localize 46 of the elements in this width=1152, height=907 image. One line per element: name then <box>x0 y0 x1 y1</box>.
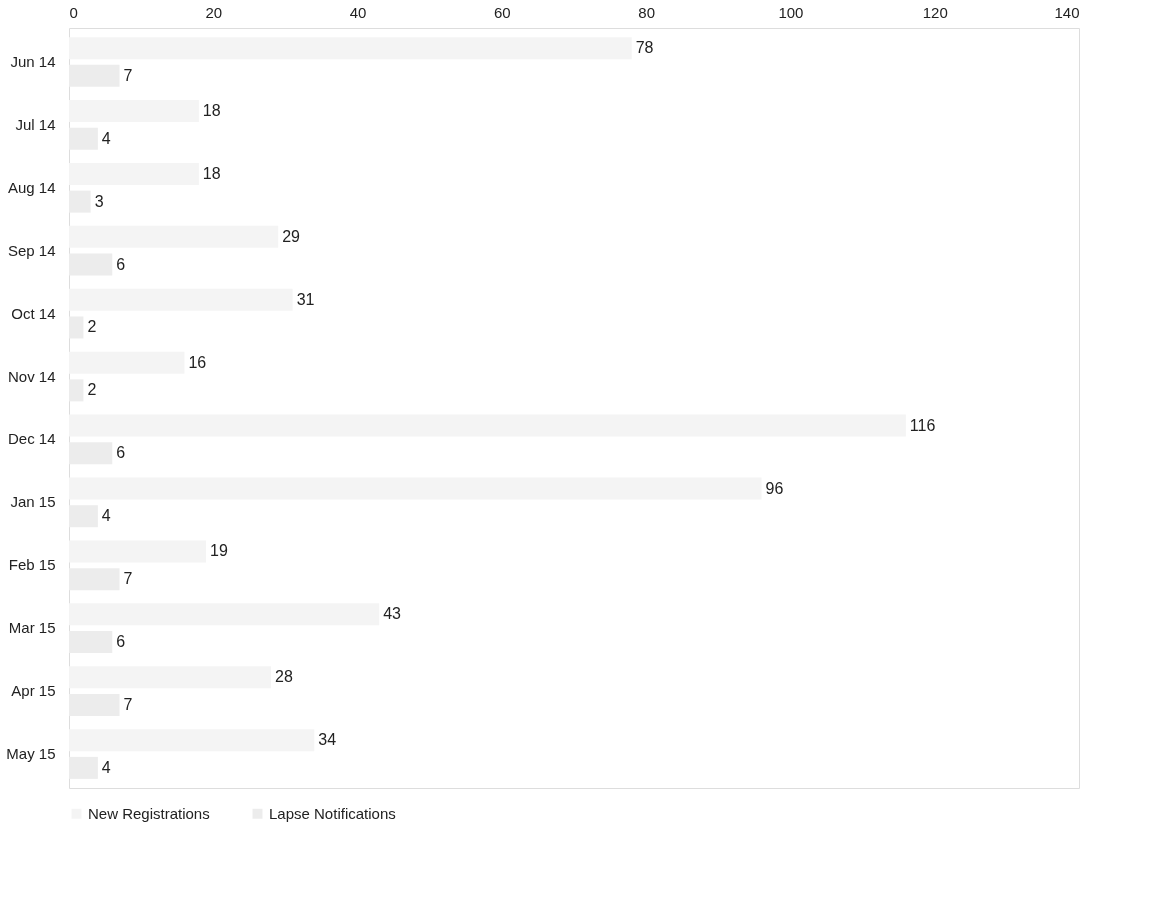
data-label: 34 <box>318 731 337 749</box>
y-tick-label: Apr 15 <box>11 682 56 700</box>
data-label: 6 <box>116 255 126 273</box>
data-label: 18 <box>202 102 221 120</box>
data-label: 43 <box>383 605 402 623</box>
x-tick-label: 40 <box>349 3 367 21</box>
data-label: 6 <box>116 444 126 462</box>
data-label: 4 <box>101 129 111 147</box>
x-tick-label: 0 <box>69 3 78 21</box>
data-label: 2 <box>87 318 97 336</box>
y-tick-label: Oct 14 <box>11 304 56 322</box>
data-label: 7 <box>123 695 133 713</box>
x-tick-label: 120 <box>922 3 948 21</box>
y-tick-label: Dec 14 <box>7 430 56 448</box>
x-tick-label: 80 <box>638 3 655 21</box>
data-label: 18 <box>202 164 221 182</box>
y-tick-label: Feb 15 <box>8 556 56 574</box>
data-label: 6 <box>116 633 126 651</box>
data-label: 31 <box>296 290 315 308</box>
data-label: 7 <box>123 570 133 588</box>
data-label: 7 <box>123 66 133 84</box>
data-label: 28 <box>275 668 293 686</box>
x-tick-label: 20 <box>205 3 223 21</box>
y-tick-label: Jun 14 <box>10 52 56 70</box>
data-label: 4 <box>101 507 111 525</box>
data-label: 16 <box>188 353 207 371</box>
legend-label: Lapse Notifications <box>269 804 396 822</box>
y-tick-label: May 15 <box>6 745 56 763</box>
data-label: 116 <box>909 416 936 434</box>
y-tick-label: Jul 14 <box>15 115 56 133</box>
y-tick-label: Nov 14 <box>7 367 56 385</box>
y-tick-label: Sep 14 <box>7 241 56 259</box>
x-tick-label: 140 <box>1054 3 1080 21</box>
data-label: 19 <box>210 542 228 560</box>
x-tick-label: 60 <box>494 3 511 21</box>
y-tick-label: Jan 15 <box>10 493 56 511</box>
legend-label: New Registrations <box>88 804 210 822</box>
data-label: 2 <box>87 381 97 399</box>
data-label: 29 <box>282 227 301 245</box>
x-tick-label: 100 <box>778 3 804 21</box>
y-tick-label: Mar 15 <box>8 619 56 637</box>
data-label: 96 <box>765 479 784 497</box>
data-label: 4 <box>101 758 111 776</box>
y-tick-label: Aug 14 <box>7 178 56 196</box>
data-label: 3 <box>94 192 104 210</box>
data-label: 78 <box>635 39 654 57</box>
